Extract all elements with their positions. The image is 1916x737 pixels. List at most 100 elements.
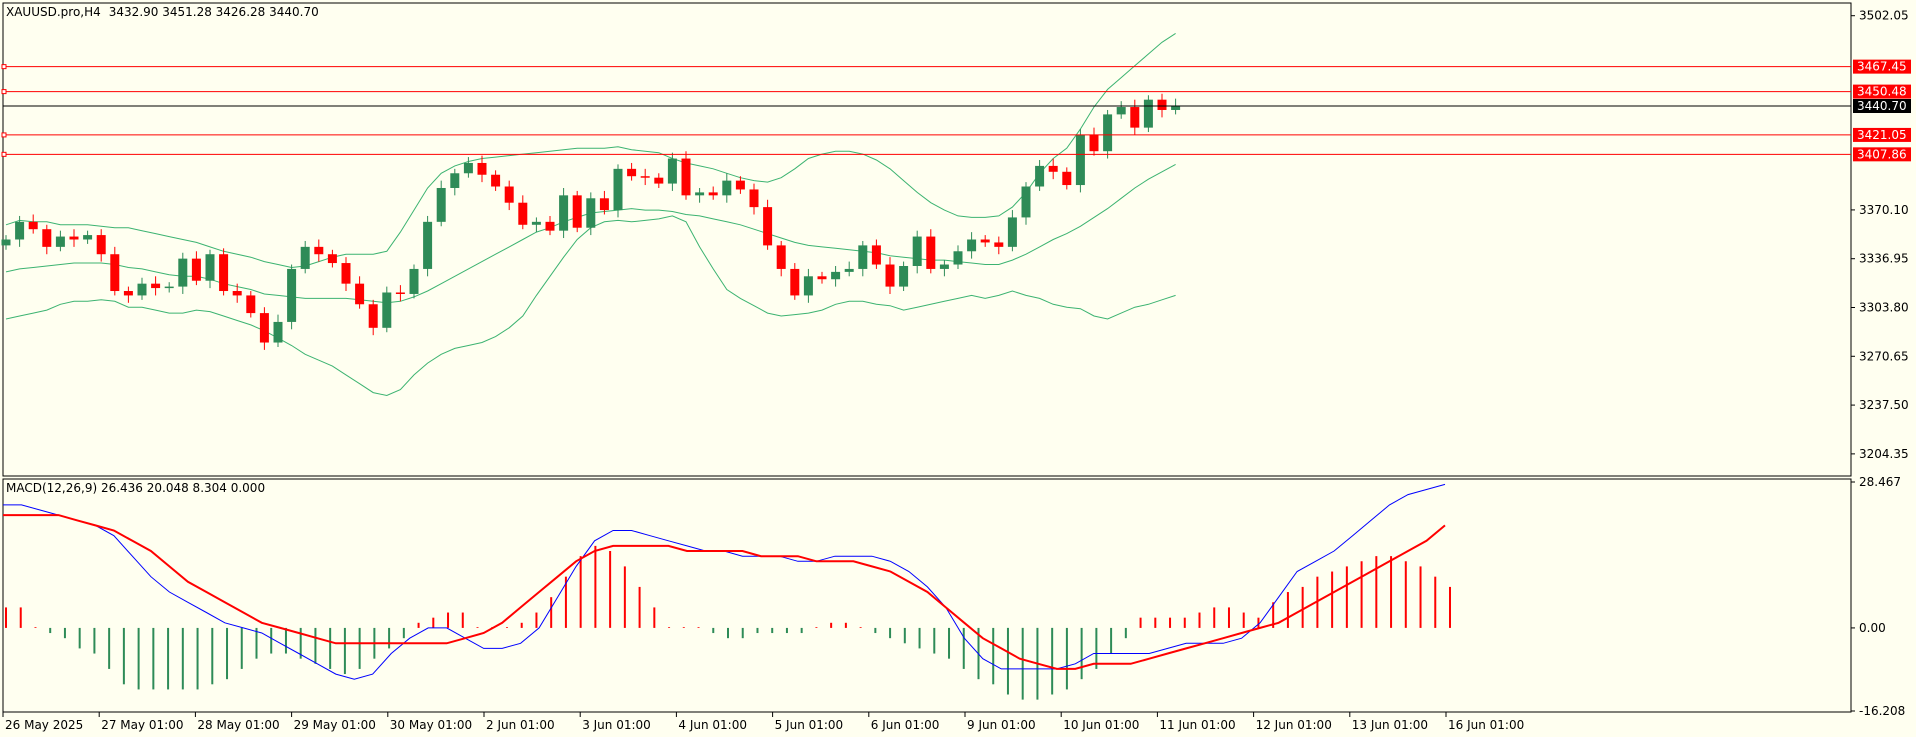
candle (395, 285, 405, 302)
candle (790, 263, 800, 300)
candle (803, 268, 813, 303)
time-tick-label: 26 May 2025 (5, 718, 83, 732)
macd-tick-label: -16.208 (1859, 704, 1905, 718)
candle (246, 291, 256, 318)
candle (776, 240, 786, 277)
time-tick-label: 2 Jun 01:00 (486, 718, 555, 732)
candle (232, 283, 242, 303)
candle (967, 232, 977, 259)
price-axis: 3502.05 3370.10 3336.95 3303.80 3270.65 3237.… (1851, 9, 1911, 461)
candle (300, 240, 310, 274)
macd-pane[interactable] (2, 478, 1852, 713)
level-price-tag (1853, 84, 1911, 99)
candle (735, 176, 745, 194)
candle (817, 271, 827, 284)
time-tick-label: 3 Jun 01:00 (582, 718, 651, 732)
candle (96, 229, 106, 262)
candle (491, 170, 501, 191)
candle (926, 229, 936, 274)
candle (314, 239, 324, 262)
candle (477, 155, 487, 183)
candle (831, 265, 841, 287)
signal-line (3, 514, 1446, 670)
candle (423, 215, 433, 277)
time-tick-label: 5 Jun 01:00 (775, 718, 844, 732)
level-handle[interactable] (1, 151, 7, 157)
candle (1035, 160, 1045, 191)
candle (287, 264, 297, 330)
candle (341, 257, 351, 292)
candle (1062, 167, 1072, 190)
candle (667, 152, 677, 191)
candle (858, 240, 868, 277)
candle (695, 187, 705, 203)
bb-upper-line (5, 32, 1176, 269)
candle (219, 248, 229, 296)
level-handle[interactable] (1, 89, 7, 95)
time-tick-label: 10 Jun 01:00 (1063, 718, 1139, 732)
macd-lines (3, 483, 1446, 680)
candle (42, 224, 52, 255)
level-price-tag (1853, 147, 1911, 162)
candle (164, 282, 174, 293)
candle (627, 162, 637, 181)
candle (1089, 127, 1099, 156)
level-price-label: 3467.45 (1857, 60, 1907, 74)
level-handle[interactable] (1, 64, 7, 70)
time-tick-label: 27 May 01:00 (101, 718, 183, 732)
candle (749, 183, 759, 215)
candle (1171, 98, 1181, 115)
price-tick-label: 3204.35 (1859, 447, 1909, 461)
price-tick-label: 3336.95 (1859, 252, 1909, 266)
candle (436, 180, 446, 227)
macd-axis: 28.467 0.00 -16.208 (1851, 475, 1905, 718)
time-tick-label: 12 Jun 01:00 (1256, 718, 1332, 732)
macd-histogram (5, 545, 1451, 700)
time-tick-label: 29 May 01:00 (294, 718, 376, 732)
candle (763, 199, 773, 250)
time-tick-label: 30 May 01:00 (390, 718, 472, 732)
candle (137, 277, 147, 300)
candle (844, 261, 854, 277)
candle (327, 249, 337, 268)
candle (15, 215, 25, 247)
candle (613, 164, 623, 218)
current-price-label: 3440.70 (1857, 99, 1907, 113)
candle (83, 230, 93, 244)
candle (572, 190, 582, 233)
candle (1021, 182, 1031, 225)
candle (545, 215, 555, 236)
macd-tick-label: 28.467 (1859, 475, 1901, 489)
candle (708, 186, 718, 200)
time-tick-label: 11 Jun 01:00 (1159, 718, 1235, 732)
level-price-tag (1853, 127, 1911, 142)
price-tick-label: 3303.80 (1859, 301, 1909, 315)
candle (681, 151, 691, 200)
macd-label: MACD(12,26,9) 26.436 20.048 8.304 0.000 (6, 481, 265, 495)
price-tick-label: 3237.50 (1859, 398, 1909, 412)
candle (55, 230, 65, 252)
candle (368, 299, 378, 336)
candle (953, 245, 963, 269)
candle (1, 235, 11, 250)
candle (409, 264, 419, 299)
candle (722, 173, 732, 203)
symbol-info: XAUUSD.pro,H4 3432.90 3451.28 3426.28 344… (6, 5, 319, 19)
candle (178, 252, 188, 294)
candle (151, 276, 161, 296)
candle (273, 314, 283, 347)
candle (885, 257, 895, 294)
candle (1143, 95, 1153, 133)
candle (205, 249, 215, 289)
candle (912, 230, 922, 274)
candle (939, 260, 949, 277)
horizontal-levels[interactable] (1, 64, 1851, 157)
candle (871, 239, 881, 269)
time-tick-label: 28 May 01:00 (197, 718, 279, 732)
candle (28, 214, 38, 234)
candle (531, 217, 541, 233)
candle (1007, 210, 1017, 252)
level-handle[interactable] (1, 132, 7, 138)
